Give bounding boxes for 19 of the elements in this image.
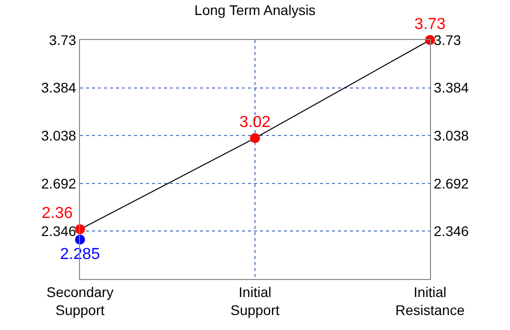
y2-tick-label: 3.73 xyxy=(434,32,462,48)
data-label: 2.36 xyxy=(42,205,73,222)
y2-tick-label: 3.038 xyxy=(434,128,470,144)
x-tick-label: Initial Resistance xyxy=(395,284,465,318)
data-label: 3.02 xyxy=(239,114,271,131)
y-tick-label: 3.038 xyxy=(41,128,76,144)
y-tick-label: 3.73 xyxy=(48,32,76,48)
x-tick-label: Secondary Support xyxy=(46,284,114,318)
y2-tick-label: 2.346 xyxy=(434,223,470,240)
y-tick-label: 2.692 xyxy=(41,175,76,192)
y2-tick-label: 2.692 xyxy=(434,175,470,192)
data-label: 2.285 xyxy=(60,246,100,263)
x-tick-label: Initial Support xyxy=(230,284,280,318)
data-label: 3.73 xyxy=(414,16,446,33)
y-tick-label: 3.384 xyxy=(41,80,76,96)
y-tick-label: 2.346 xyxy=(41,223,76,240)
y2-tick-label: 3.384 xyxy=(434,80,470,96)
point xyxy=(250,133,260,144)
chart-title: Long Term Analysis xyxy=(194,2,316,18)
